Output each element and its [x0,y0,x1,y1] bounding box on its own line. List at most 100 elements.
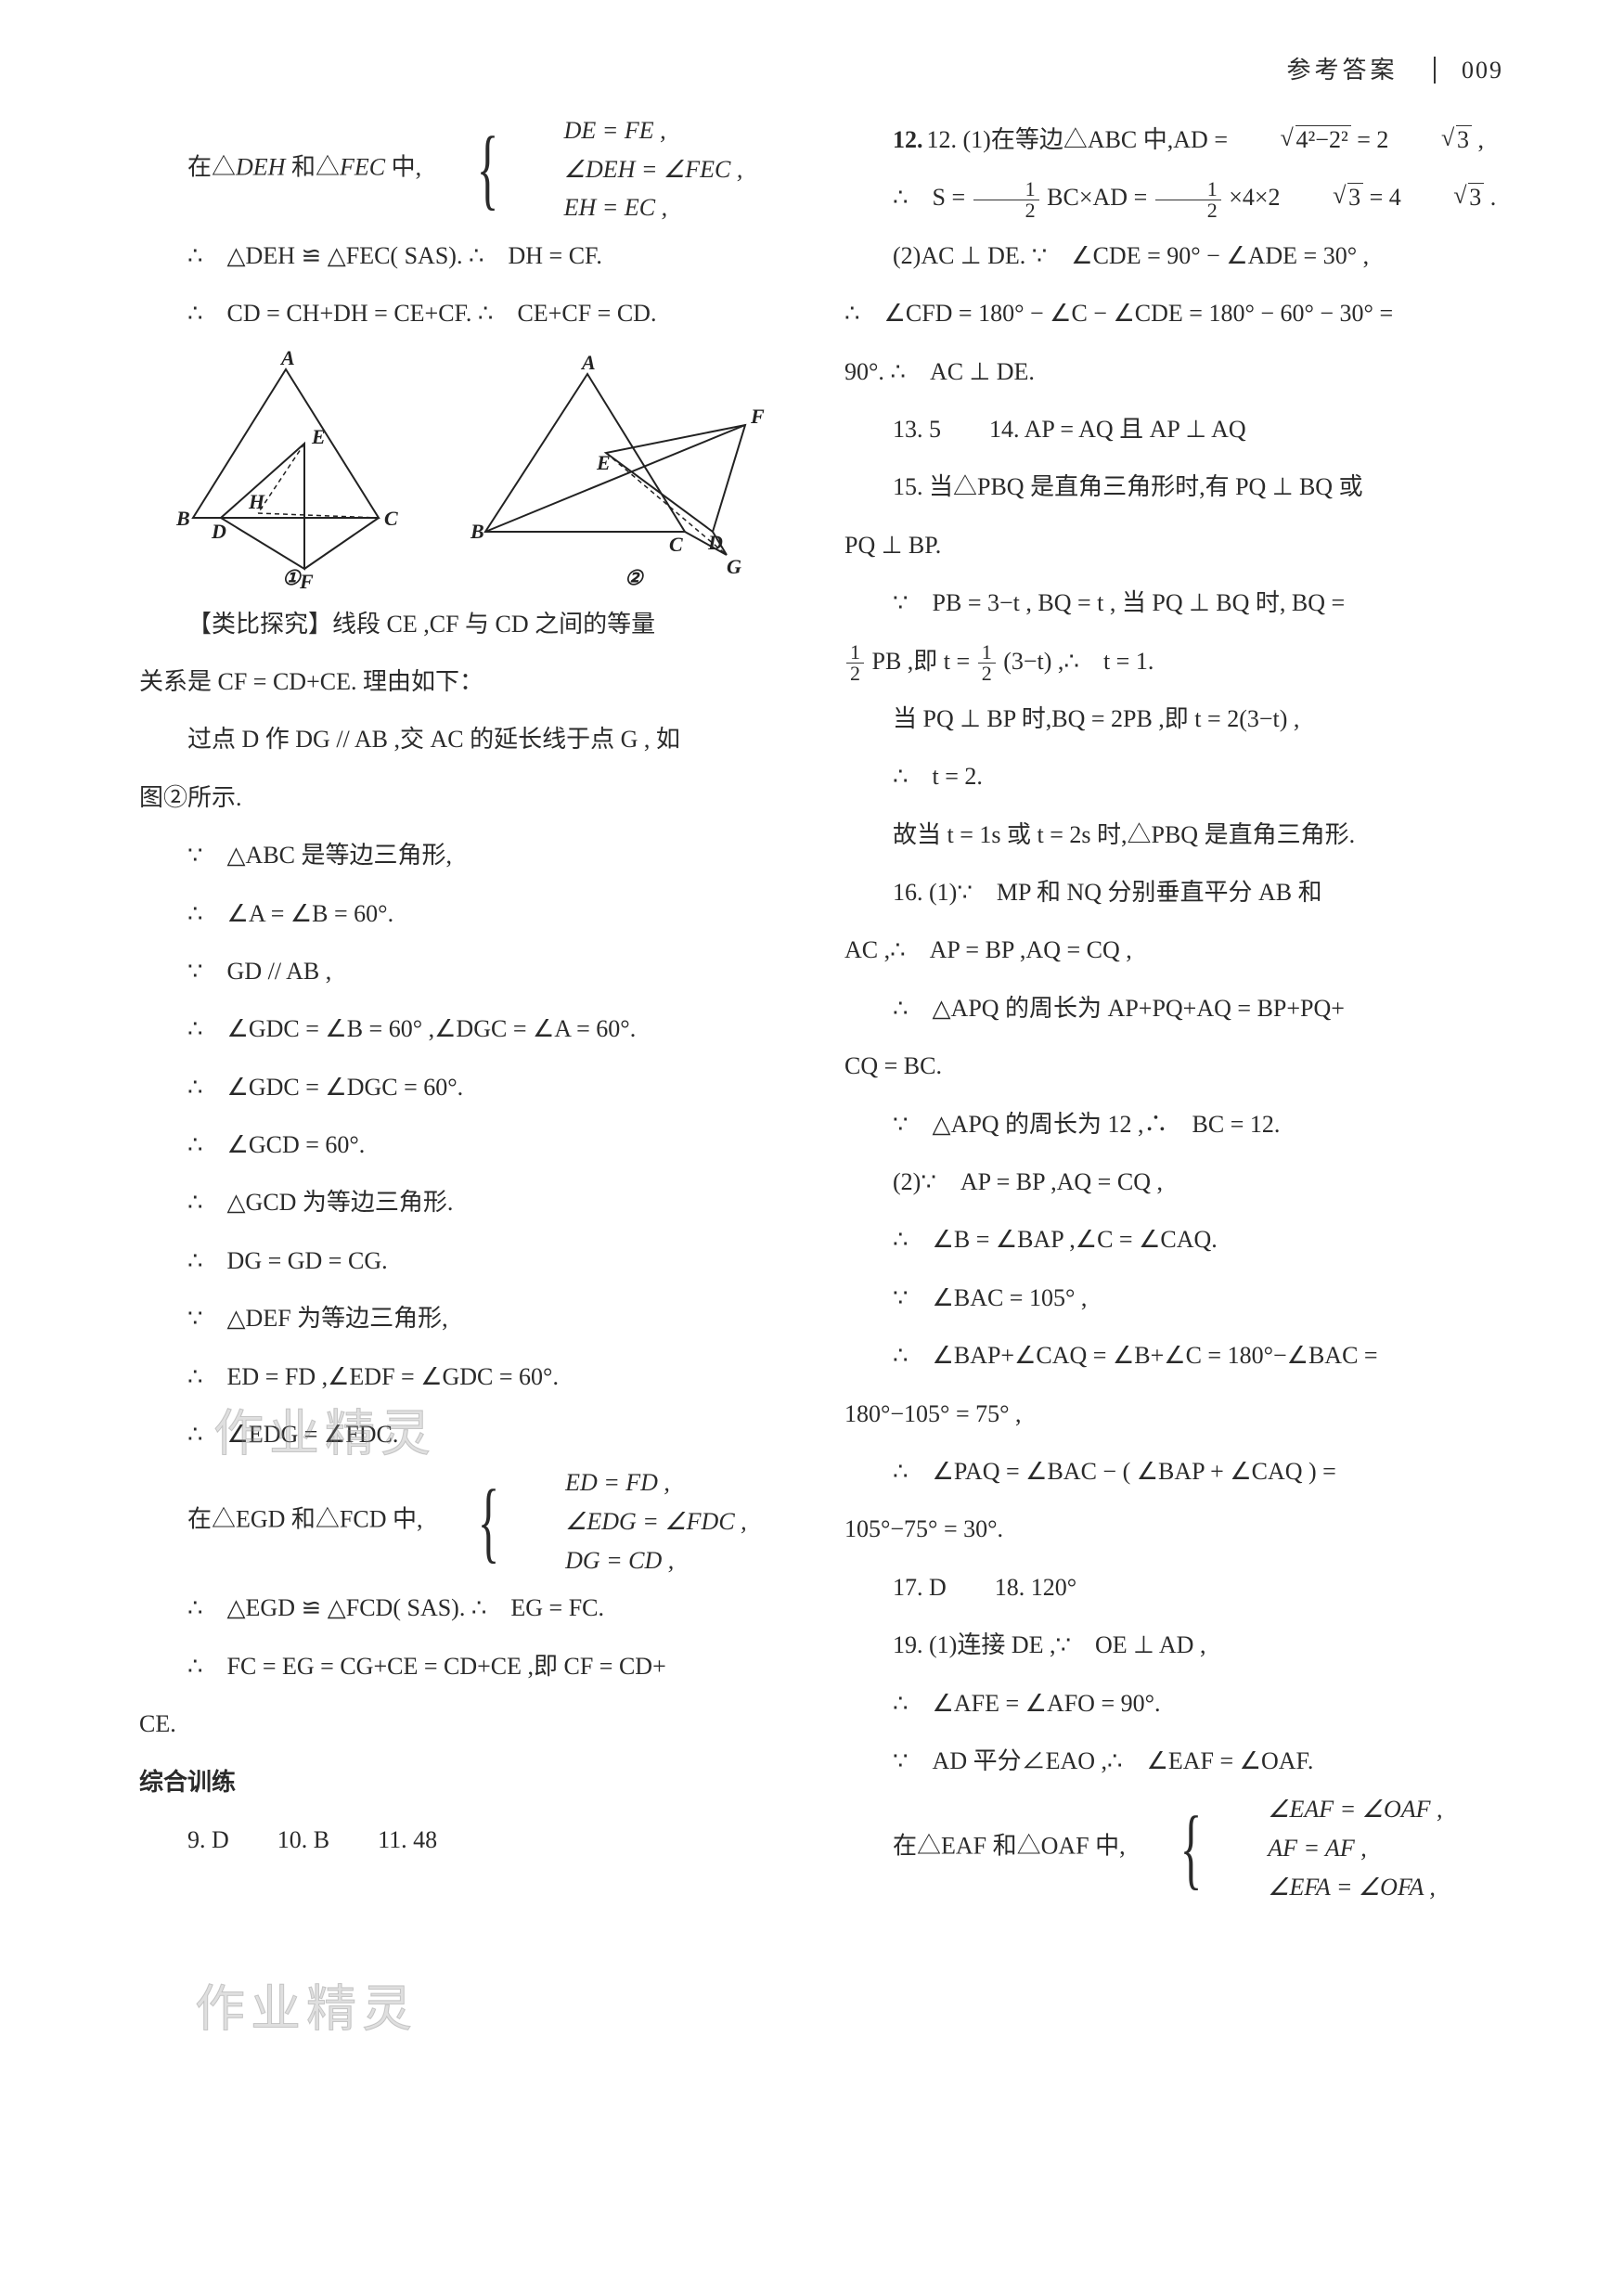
fraction-icon: 12 [973,179,1039,221]
text: = 4 [1370,184,1401,211]
left-line-12: ∴ ∠GDC = ∠DGC = 60°. [139,1059,807,1116]
brace1-r2: ∠DEH = ∠FEC , [516,150,743,189]
left-line-9: ∴ ∠A = ∠B = 60°. [139,885,807,943]
brace1-r1: DE = FE , [516,111,743,150]
left-line-18: ∴ ∠EDG = ∠FDC. [139,1406,807,1463]
right-line-10: 12 PB ,即 t = 12 (3−t) ,∴ t = 1. [844,633,1513,690]
diagram-2: A B C D E F G ② [467,351,782,592]
svg-text:①: ① [282,566,303,589]
right-line-17: CQ = BC. [844,1037,1513,1095]
left-line-4: 【类比探究】线段 CE ,CF 与 CD 之间的等量 [139,596,807,653]
right-line-26: 17. D 18. 120° [844,1559,1513,1617]
brace2-r3: DG = CD , [517,1541,747,1580]
right-line-3: (2)AC ⊥ DE. ∵ ∠CDE = 90° − ∠ADE = 30° , [844,227,1513,285]
left-line-15: ∴ DG = GD = CG. [139,1232,807,1290]
header-title: 参考答案 [1286,57,1398,84]
left-line-1: 在△DEH 和△FEC 中, { DE = FE , ∠DEH = ∠FEC ,… [139,111,807,227]
fraction-icon: 12 [1155,179,1221,221]
sqrt-icon: 3 [1286,169,1363,226]
text: , [1477,126,1484,153]
svg-text:F: F [750,405,765,428]
right-line-11: 当 PQ ⊥ BP 时,BQ = 2PB ,即 t = 2(3−t) , [844,690,1513,748]
left-brace-icon: { [454,1486,500,1558]
text: ×4×2 [1229,184,1280,211]
brace2-r1: ED = FD , [517,1463,747,1502]
right-line-8: PQ ⊥ BP. [844,517,1513,574]
left-line-14: ∴ △GCD 为等边三角形. [139,1174,807,1231]
watermark-2: 作业精灵 [195,1967,418,2041]
svg-text:G: G [727,555,741,578]
left-line-5: 关系是 CF = CD+CE. 理由如下： [139,653,807,711]
right-line-5: 90°. ∴ AC ⊥ DE. [844,343,1513,401]
brace3-r2: AF = AF , [1219,1829,1442,1868]
right-line-6: 13. 5 14. AP = AQ 且 AP ⊥ AQ [844,401,1513,458]
right-line-20: ∴ ∠B = ∠BAP ,∠C = ∠CAQ. [844,1211,1513,1269]
right-line-24: ∴ ∠PAQ = ∠BAC − ( ∠BAP + ∠CAQ ) = [844,1443,1513,1501]
brace-block-2: { ED = FD , ∠EDG = ∠FDC , DG = CD , [429,1463,747,1579]
text: BC×AD = [1047,184,1154,211]
diagram-row: A B C D E F H ① A B [139,351,807,592]
left-brace-icon: { [452,133,498,205]
diagram-1: A B C D E F H ① [165,351,416,592]
svg-text:C: C [384,507,398,530]
right-line-16: ∴ △APQ 的周长为 AP+PQ+AQ = BP+PQ+ [844,980,1513,1037]
right-line-12: ∴ t = 2. [844,748,1513,805]
left-line-10: ∵ GD // AB , [139,943,807,1000]
text: PB ,即 t = [872,648,976,675]
left-line-8: ∵ △ABC 是等边三角形, [139,827,807,884]
right-line-21: ∵ ∠BAC = 105° , [844,1269,1513,1327]
brace3-r1: ∠EAF = ∠OAF , [1219,1790,1442,1829]
right-line-1: 12.12. (1)在等边△ABC 中,AD = 4²−2² = 2 3 , [844,111,1513,169]
page-header: 参考答案 009 [1286,51,1503,85]
text: ∴ S = [893,184,972,211]
page-number: 009 [1434,57,1503,84]
left-line-3: ∴ CD = CH+DH = CE+CF. ∴ CE+CF = CD. [139,285,807,342]
left-line-21: ∴ FC = EG = CG+CE = CD+CE ,即 CF = CD+ [139,1638,807,1695]
sqrt-icon: 3 [1395,111,1472,169]
left-column: 在△DEH 和△FEC 中, { DE = FE , ∠DEH = ∠FEC ,… [139,111,807,1906]
brace1-r3: EH = EC , [516,188,743,227]
sqrt-icon: 3 [1407,169,1484,226]
text: 和△ [285,153,340,180]
text: 在△EGD 和△FCD 中, [187,1506,423,1533]
left-line-20: ∴ △EGD ≌ △FCD( SAS). ∴ EG = FC. [139,1579,807,1637]
fraction-icon: 12 [846,642,864,684]
page-root: 参考答案 009 在△DEH 和△FEC 中, { DE = FE , ∠DEH… [0,0,1624,2294]
right-line-2: ∴ S = 12 BC×AD = 12 ×4×2 3 = 4 3 . [844,169,1513,226]
right-line-14: 16. (1)∵ MP 和 NQ 分别垂直平分 AB 和 [844,864,1513,921]
left-line-23: 9. D 10. B 11. 48 [139,1811,807,1869]
svg-text:E: E [311,425,326,448]
svg-text:C: C [669,533,683,556]
right-line-7: 15. 当△PBQ 是直角三角形时,有 PQ ⊥ BQ 或 [844,458,1513,516]
left-line-2: ∴ △DEH ≌ △FEC( SAS). ∴ DH = CF. [139,227,807,285]
svg-text:D: D [707,531,723,554]
left-brace-icon: { [1156,1812,1203,1885]
right-line-4: ∴ ∠CFD = 180° − ∠C − ∠CDE = 180° − 60° −… [844,285,1513,342]
brace-block-1: { DE = FE , ∠DEH = ∠FEC , EH = EC , [428,111,743,227]
content-columns: 在△DEH 和△FEC 中, { DE = FE , ∠DEH = ∠FEC ,… [139,111,1522,1906]
left-line-19: 在△EGD 和△FCD 中, { ED = FD , ∠EDG = ∠FDC ,… [139,1463,807,1579]
left-line-17: ∴ ED = FD ,∠EDF = ∠GDC = 60°. [139,1348,807,1406]
svg-text:②: ② [625,566,645,589]
text: 中, [385,153,421,180]
svg-text:A: A [279,351,295,369]
right-column: 12.12. (1)在等边△ABC 中,AD = 4²−2² = 2 3 , ∴… [844,111,1513,1906]
left-line-22: CE. [139,1695,807,1753]
brace-block-3: { ∠EAF = ∠OAF , AF = AF , ∠EFA = ∠OFA , [1131,1790,1442,1906]
right-line-15: AC ,∴ AP = BP ,AQ = CQ , [844,921,1513,979]
svg-text:A: A [580,351,596,374]
left-line-13: ∴ ∠GCD = 60°. [139,1116,807,1174]
text: 12. (1)在等边△ABC 中,AD = [927,126,1234,153]
text: = 2 [1357,126,1388,153]
left-line-16: ∵ △DEF 为等边三角形, [139,1290,807,1347]
right-line-29: ∵ AD 平分∠EAO ,∴ ∠EAF = ∠OAF. [844,1733,1513,1790]
fraction-icon: 12 [978,642,996,684]
svg-text:F: F [299,570,314,592]
right-line-22: ∴ ∠BAP+∠CAQ = ∠B+∠C = 180°−∠BAC = [844,1327,1513,1385]
brace2-r2: ∠EDG = ∠FDC , [517,1502,747,1541]
right-line-28: ∴ ∠AFE = ∠AFO = 90°. [844,1675,1513,1733]
left-line-7: 图②所示. [139,769,807,827]
right-line-13: 故当 t = 1s 或 t = 2s 时,△PBQ 是直角三角形. [844,806,1513,864]
right-line-9: ∵ PB = 3−t , BQ = t , 当 PQ ⊥ BQ 时, BQ = [844,574,1513,632]
right-line-23: 180°−105° = 75° , [844,1385,1513,1443]
